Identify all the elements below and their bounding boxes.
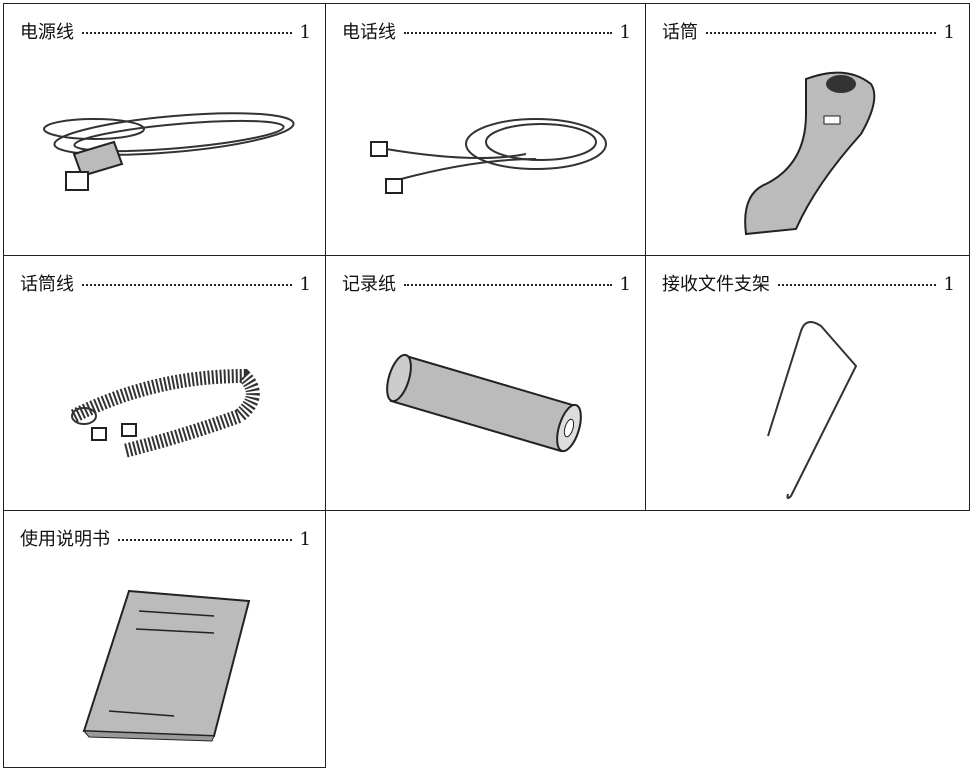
item-quantity: 1 xyxy=(619,22,631,43)
item-cell: 电话线 1 xyxy=(325,3,646,256)
item-header: 记录纸 1 xyxy=(342,270,631,296)
handset-illustration xyxy=(744,71,876,236)
item-name: 话筒线 xyxy=(20,274,74,295)
item-header: 电源线 1 xyxy=(20,18,311,44)
item-name: 接收文件支架 xyxy=(662,274,770,295)
item-header: 话筒线 1 xyxy=(20,270,311,296)
item-name: 电话线 xyxy=(342,22,396,43)
item-header: 接收文件支架 1 xyxy=(662,270,955,296)
manual-illustration xyxy=(82,589,251,742)
item-cell: 接收文件支架 1 xyxy=(645,255,970,511)
item-quantity: 1 xyxy=(299,274,311,295)
item-name: 话筒 xyxy=(662,22,698,43)
item-cell: 使用说明书 1 xyxy=(3,510,326,768)
item-cell: 话筒线 1 xyxy=(3,255,326,511)
power-cord-illustration xyxy=(43,112,295,191)
item-quantity: 1 xyxy=(299,529,311,550)
item-cell: 电源线 1 xyxy=(3,3,326,256)
item-name: 电源线 xyxy=(20,22,74,43)
phone-line-illustration xyxy=(370,118,607,194)
item-cell: 记录纸 1 xyxy=(325,255,646,511)
item-header: 话筒 1 xyxy=(662,18,955,44)
item-name: 记录纸 xyxy=(342,274,396,295)
holder-illustration xyxy=(767,321,858,500)
item-quantity: 1 xyxy=(619,274,631,295)
item-header: 电话线 1 xyxy=(342,18,631,44)
item-header: 使用说明书 1 xyxy=(20,525,311,551)
item-quantity: 1 xyxy=(943,274,955,295)
item-quantity: 1 xyxy=(943,22,955,43)
coiled-cord-illustration xyxy=(70,368,260,458)
item-cell: 话筒 1 xyxy=(645,3,970,256)
item-quantity: 1 xyxy=(299,22,311,43)
paper-roll-illustration xyxy=(386,353,582,453)
item-name: 使用说明书 xyxy=(20,529,110,550)
